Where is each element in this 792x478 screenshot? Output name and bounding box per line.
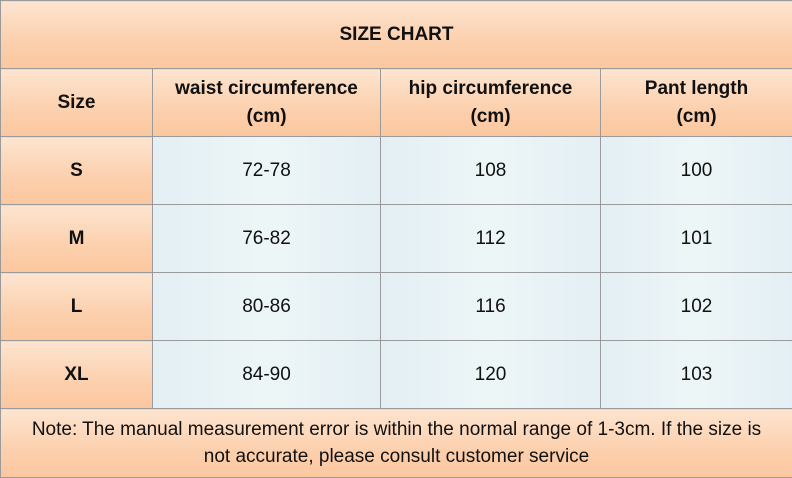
size-cell: XL xyxy=(1,341,153,409)
value-cell: 103 xyxy=(601,341,792,409)
value-cell: 102 xyxy=(601,273,792,341)
header-cell: Size xyxy=(1,69,153,137)
value-cell: 120 xyxy=(381,341,601,409)
header-cell: waist circumference (cm) xyxy=(153,69,381,137)
value-cell: 112 xyxy=(381,205,601,273)
size-cell: M xyxy=(1,205,153,273)
size-cell: S xyxy=(1,137,153,205)
value-cell: 101 xyxy=(601,205,792,273)
value-cell: 72-78 xyxy=(153,137,381,205)
header-cell: Pant length (cm) xyxy=(601,69,792,137)
value-cell: 100 xyxy=(601,137,792,205)
note: Note: The manual measurement error is wi… xyxy=(1,409,792,478)
value-cell: 84-90 xyxy=(153,341,381,409)
header-cell: hip circumference (cm) xyxy=(381,69,601,137)
value-cell: 116 xyxy=(381,273,601,341)
value-cell: 80-86 xyxy=(153,273,381,341)
table-title: SIZE CHART xyxy=(1,1,792,69)
value-cell: 108 xyxy=(381,137,601,205)
size-cell: L xyxy=(1,273,153,341)
value-cell: 76-82 xyxy=(153,205,381,273)
